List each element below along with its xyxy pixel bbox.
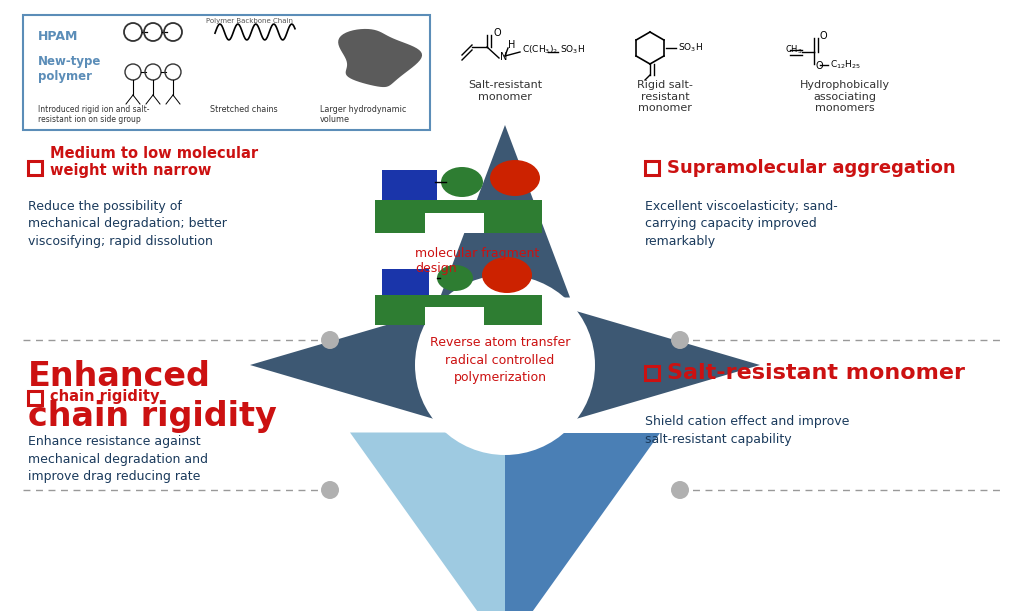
Circle shape [415, 275, 595, 455]
Text: Rigid salt-
resistant
monomer: Rigid salt- resistant monomer [637, 80, 693, 113]
Circle shape [671, 481, 689, 499]
FancyBboxPatch shape [425, 307, 483, 325]
Polygon shape [505, 374, 660, 611]
Text: O: O [493, 28, 501, 38]
Text: Hydrophobically
associating
monomers: Hydrophobically associating monomers [800, 80, 890, 113]
Ellipse shape [490, 160, 540, 196]
FancyBboxPatch shape [382, 170, 437, 200]
Text: Enhanced: Enhanced [28, 360, 211, 393]
Text: $\rm SO_3H$: $\rm SO_3H$ [678, 42, 703, 54]
Circle shape [321, 481, 339, 499]
Text: Larger hydrodynamic
volume: Larger hydrodynamic volume [319, 105, 407, 125]
Bar [28, 391, 42, 405]
Text: Introduced rigid ion and salt-
resistant ion on side group: Introduced rigid ion and salt- resistant… [38, 105, 150, 125]
Polygon shape [338, 29, 422, 87]
Text: Reverse atom transfer
radical controlled
polymerization: Reverse atom transfer radical controlled… [430, 335, 570, 384]
Ellipse shape [437, 265, 473, 291]
Circle shape [671, 331, 689, 349]
Text: N: N [500, 52, 507, 62]
Text: H: H [508, 40, 515, 50]
FancyBboxPatch shape [23, 15, 430, 130]
Text: Excellent viscoelasticity; sand-
carrying capacity improved
remarkably: Excellent viscoelasticity; sand- carryin… [645, 200, 838, 248]
Text: $\rm CH_3$: $\rm CH_3$ [785, 44, 803, 56]
Polygon shape [350, 374, 505, 611]
Text: Polymer Backbone Chain: Polymer Backbone Chain [207, 18, 294, 24]
FancyBboxPatch shape [375, 295, 542, 325]
Bar [645, 161, 659, 175]
Text: Stretched chains: Stretched chains [210, 105, 278, 114]
Text: $\rm SO_3H$: $\rm SO_3H$ [560, 44, 585, 56]
Text: Enhance resistance against
mechanical degradation and
improve drag reducing rate: Enhance resistance against mechanical de… [28, 435, 208, 483]
FancyBboxPatch shape [375, 200, 542, 233]
Text: Shield cation effect and improve
salt-resistant capability: Shield cation effect and improve salt-re… [645, 415, 849, 445]
Text: chain rigidity: chain rigidity [50, 389, 160, 404]
Polygon shape [440, 125, 570, 356]
Text: Salt-resistant
monomer: Salt-resistant monomer [468, 80, 542, 101]
Text: O: O [816, 61, 823, 71]
Text: HPAM: HPAM [38, 30, 79, 43]
Text: molecular fragment
design: molecular fragment design [415, 247, 540, 275]
Polygon shape [250, 310, 496, 420]
Bar [28, 161, 42, 175]
Text: $\rm C_{12}H_{25}$: $\rm C_{12}H_{25}$ [830, 59, 861, 71]
Text: Medium to low molecular
weight with narrow: Medium to low molecular weight with narr… [50, 146, 258, 178]
Ellipse shape [441, 167, 483, 197]
Ellipse shape [482, 257, 532, 293]
Text: $\rm C(CH_3)_2$: $\rm C(CH_3)_2$ [522, 44, 558, 56]
Text: O: O [820, 31, 827, 41]
FancyBboxPatch shape [382, 269, 429, 295]
Polygon shape [514, 310, 760, 420]
Text: chain rigidity: chain rigidity [28, 400, 276, 433]
Text: Supramolecular aggregation: Supramolecular aggregation [667, 159, 955, 177]
Text: New-type
polymer: New-type polymer [38, 55, 101, 83]
Circle shape [321, 331, 339, 349]
Bar [645, 366, 659, 380]
Text: Reduce the possibility of
mechanical degradation; better
viscosifying; rapid dis: Reduce the possibility of mechanical deg… [28, 200, 227, 248]
FancyBboxPatch shape [425, 213, 483, 233]
Text: Salt-resistant monomer: Salt-resistant monomer [667, 363, 965, 383]
